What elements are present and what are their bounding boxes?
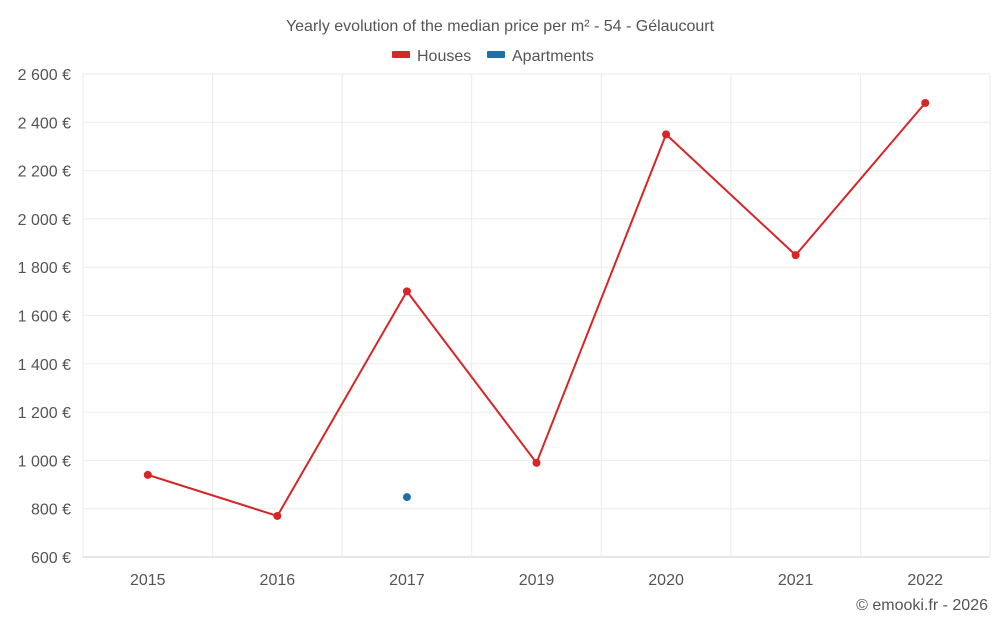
y-tick-label: 2 200 € <box>18 164 71 181</box>
series-layer <box>143 98 930 520</box>
y-tick-label: 1 800 € <box>18 260 71 277</box>
legend-swatch-houses <box>392 51 410 58</box>
data-point-houses[interactable] <box>402 287 411 296</box>
y-tick-label: 1 400 € <box>18 357 71 374</box>
data-point-houses[interactable] <box>532 458 541 467</box>
y-tick-label: 800 € <box>31 502 71 519</box>
series-line-houses <box>147 102 926 518</box>
x-tick-label: 2020 <box>648 572 684 589</box>
x-axis: 2015 2016 2017 2019 2020 2021 2022 <box>130 572 943 589</box>
data-point-houses[interactable] <box>273 511 282 520</box>
y-tick-label: 1 600 € <box>18 309 71 326</box>
legend-swatch-apartments <box>487 51 505 58</box>
x-tick-label: 2021 <box>778 572 814 589</box>
y-tick-label: 1 000 € <box>18 453 71 470</box>
y-tick-label: 2 600 € <box>18 67 71 84</box>
data-point-houses[interactable] <box>921 98 930 107</box>
legend-label-houses[interactable]: Houses <box>417 48 471 65</box>
y-tick-label: 1 200 € <box>18 405 71 422</box>
x-tick-label: 2016 <box>260 572 296 589</box>
legend-label-apartments[interactable]: Apartments <box>512 48 594 65</box>
x-tick-label: 2017 <box>389 572 425 589</box>
chart-title: Yearly evolution of the median price per… <box>286 18 715 35</box>
y-tick-label: 600 € <box>31 550 71 567</box>
x-tick-label: 2022 <box>907 572 943 589</box>
legend: Houses Apartments <box>392 48 594 65</box>
data-point-apartments[interactable] <box>402 493 411 502</box>
x-tick-label: 2015 <box>130 572 166 589</box>
data-point-houses[interactable] <box>791 251 800 260</box>
y-tick-label: 2 400 € <box>18 115 71 132</box>
gridlines <box>82 73 991 558</box>
data-point-houses[interactable] <box>143 470 152 479</box>
data-point-houses[interactable] <box>662 130 671 139</box>
y-tick-label: 2 000 € <box>18 212 71 229</box>
credit-text: © emooki.fr - 2026 <box>856 597 988 614</box>
x-tick-label: 2019 <box>519 572 555 589</box>
y-axis: 600 € 800 € 1 000 € 1 200 € 1 400 € 1 600 € 1 … <box>18 67 71 567</box>
